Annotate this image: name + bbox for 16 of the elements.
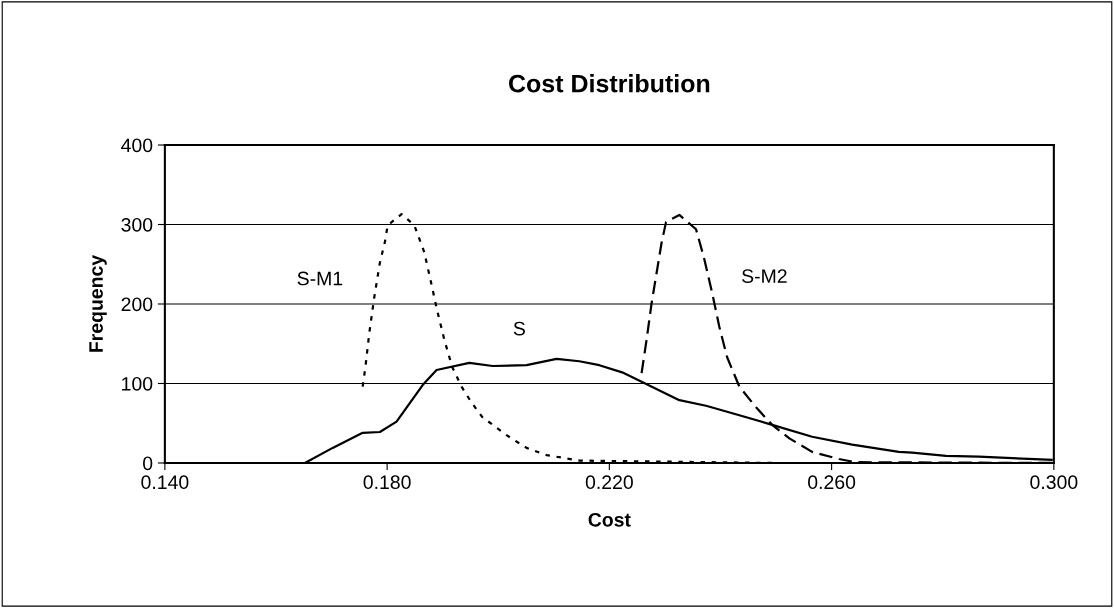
y-tick-label: 0 [143,456,153,471]
series-label: S [513,321,525,336]
x-tick-label: 0.140 [141,475,189,490]
y-axis-title: Frequency [89,254,107,352]
y-tick-label: 200 [121,297,153,312]
x-tick-label: 0.260 [808,475,856,490]
y-tick-label: 100 [122,376,153,391]
series-label: S-M1 [297,271,343,286]
x-tick-label: 0.300 [1030,475,1078,490]
x-tick-label: 0.180 [363,475,411,490]
series-label: S-M2 [742,269,787,283]
x-tick-label: 0.220 [585,475,633,490]
x-axis-title: Cost [588,512,631,527]
chart-title: Cost Distribution [509,74,710,93]
y-tick-label: 400 [121,138,153,153]
y-tick-label: 300 [121,217,153,232]
